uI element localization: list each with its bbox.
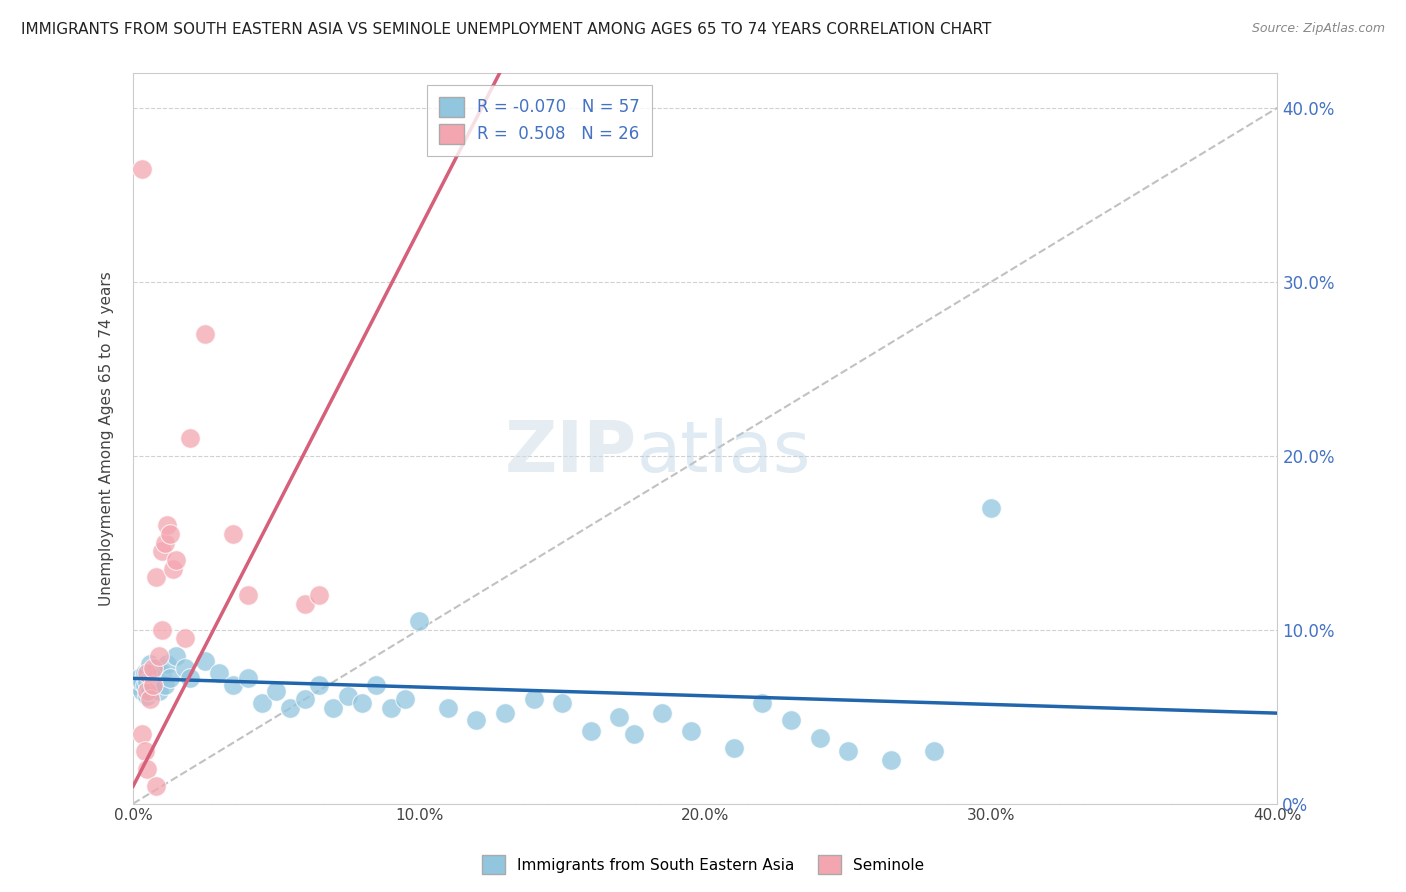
- Point: [131, 683, 153, 698]
- Point: [150, 666, 173, 681]
- Point: [142, 678, 165, 692]
- Point: [134, 666, 156, 681]
- Point: [136, 762, 159, 776]
- Point: [780, 713, 803, 727]
- Point: [922, 744, 945, 758]
- Point: [194, 326, 217, 341]
- Point: [142, 678, 165, 692]
- Point: [751, 696, 773, 710]
- Point: [136, 689, 159, 703]
- Point: [162, 562, 184, 576]
- Point: [208, 666, 231, 681]
- Point: [134, 678, 156, 692]
- Point: [179, 431, 201, 445]
- Point: [145, 779, 167, 793]
- Point: [159, 527, 181, 541]
- Point: [408, 614, 430, 628]
- Point: [179, 672, 201, 686]
- Point: [350, 696, 373, 710]
- Point: [723, 741, 745, 756]
- Point: [494, 706, 516, 721]
- Text: IMMIGRANTS FROM SOUTH EASTERN ASIA VS SEMINOLE UNEMPLOYMENT AMONG AGES 65 TO 74 : IMMIGRANTS FROM SOUTH EASTERN ASIA VS SE…: [21, 22, 991, 37]
- Point: [837, 744, 859, 758]
- Point: [366, 678, 388, 692]
- Point: [139, 657, 162, 672]
- Point: [609, 709, 631, 723]
- Point: [131, 727, 153, 741]
- Point: [322, 701, 344, 715]
- Point: [159, 672, 181, 686]
- Point: [465, 713, 488, 727]
- Point: [148, 648, 170, 663]
- Point: [150, 544, 173, 558]
- Point: [134, 744, 156, 758]
- Point: [436, 701, 458, 715]
- Point: [148, 683, 170, 698]
- Point: [222, 527, 245, 541]
- Point: [308, 588, 330, 602]
- Point: [142, 661, 165, 675]
- Point: [173, 661, 195, 675]
- Point: [523, 692, 546, 706]
- Point: [980, 500, 1002, 515]
- Point: [153, 678, 176, 692]
- Text: ZIP: ZIP: [505, 418, 637, 487]
- Point: [145, 672, 167, 686]
- Point: [142, 670, 165, 684]
- Point: [236, 672, 259, 686]
- Point: [294, 692, 316, 706]
- Point: [394, 692, 416, 706]
- Text: Source: ZipAtlas.com: Source: ZipAtlas.com: [1251, 22, 1385, 36]
- Point: [173, 632, 195, 646]
- Point: [880, 753, 903, 767]
- Y-axis label: Unemployment Among Ages 65 to 74 years: Unemployment Among Ages 65 to 74 years: [100, 271, 114, 606]
- Point: [165, 648, 187, 663]
- Point: [380, 701, 402, 715]
- Legend: R = -0.070   N = 57, R =  0.508   N = 26: R = -0.070 N = 57, R = 0.508 N = 26: [427, 85, 651, 155]
- Point: [139, 683, 162, 698]
- Point: [139, 692, 162, 706]
- Point: [148, 674, 170, 689]
- Point: [136, 683, 159, 698]
- Point: [808, 731, 831, 745]
- Point: [336, 689, 359, 703]
- Point: [250, 696, 273, 710]
- Point: [156, 657, 179, 672]
- Point: [264, 683, 287, 698]
- Point: [679, 723, 702, 738]
- Point: [150, 623, 173, 637]
- Point: [153, 535, 176, 549]
- Point: [623, 727, 645, 741]
- Text: atlas: atlas: [637, 418, 811, 487]
- Point: [579, 723, 602, 738]
- Point: [136, 666, 159, 681]
- Point: [236, 588, 259, 602]
- Point: [308, 678, 330, 692]
- Point: [136, 674, 159, 689]
- Point: [125, 678, 148, 692]
- Point: [280, 701, 302, 715]
- Point: [156, 518, 179, 533]
- Point: [294, 597, 316, 611]
- Point: [128, 672, 150, 686]
- Point: [651, 706, 673, 721]
- Point: [194, 654, 217, 668]
- Point: [131, 161, 153, 176]
- Point: [165, 553, 187, 567]
- Legend: Immigrants from South Eastern Asia, Seminole: Immigrants from South Eastern Asia, Semi…: [477, 849, 929, 880]
- Point: [131, 674, 153, 689]
- Point: [145, 661, 167, 675]
- Point: [145, 570, 167, 584]
- Point: [222, 678, 245, 692]
- Point: [551, 696, 574, 710]
